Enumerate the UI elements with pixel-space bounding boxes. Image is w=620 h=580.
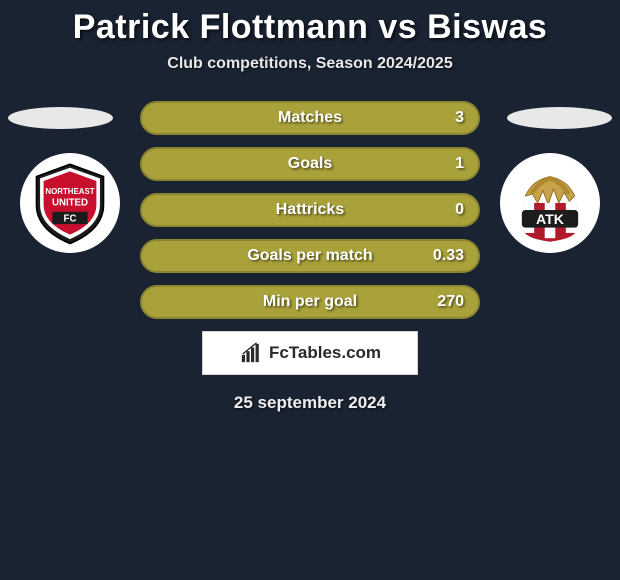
- atk-logo-icon: ATK: [506, 159, 594, 247]
- stat-label: Goals per match: [247, 247, 372, 265]
- stat-row-goals: Goals 1: [140, 147, 480, 181]
- northeast-united-logo-icon: NORTHEAST UNITED FC: [26, 159, 114, 247]
- stat-value: 0: [455, 201, 464, 219]
- svg-text:UNITED: UNITED: [52, 198, 88, 209]
- page-title: Patrick Flottmann vs Biswas: [0, 8, 620, 47]
- stat-value: 270: [437, 293, 464, 311]
- stat-row-min-per-goal: Min per goal 270: [140, 285, 480, 319]
- team-badge-right: ATK: [500, 153, 600, 253]
- stat-label: Goals: [288, 155, 332, 173]
- stat-row-hattricks: Hattricks 0: [140, 193, 480, 227]
- svg-text:ATK: ATK: [536, 211, 565, 227]
- stat-rows: Matches 3 Goals 1 Hattricks 0 Goals per …: [140, 101, 480, 319]
- stats-area: NORTHEAST UNITED FC ATK Matc: [0, 101, 620, 413]
- stat-label: Hattricks: [276, 201, 344, 219]
- subtitle: Club competitions, Season 2024/2025: [0, 55, 620, 73]
- stat-value: 3: [455, 109, 464, 127]
- brand-box[interactable]: FcTables.com: [202, 331, 418, 375]
- player-silhouette-right: [507, 107, 612, 129]
- fctables-logo-icon: [239, 342, 263, 364]
- brand-text: FcTables.com: [269, 343, 381, 363]
- comparison-card: Patrick Flottmann vs Biswas Club competi…: [0, 0, 620, 580]
- stat-value: 1: [455, 155, 464, 173]
- stat-value: 0.33: [433, 247, 464, 265]
- stat-label: Min per goal: [263, 293, 357, 311]
- stat-row-matches: Matches 3: [140, 101, 480, 135]
- player-silhouette-left: [8, 107, 113, 129]
- stat-row-goals-per-match: Goals per match 0.33: [140, 239, 480, 273]
- stat-label: Matches: [278, 109, 342, 127]
- svg-text:FC: FC: [64, 213, 77, 224]
- team-badge-left: NORTHEAST UNITED FC: [20, 153, 120, 253]
- svg-text:NORTHEAST: NORTHEAST: [45, 187, 94, 196]
- date-line: 25 september 2024: [0, 393, 620, 413]
